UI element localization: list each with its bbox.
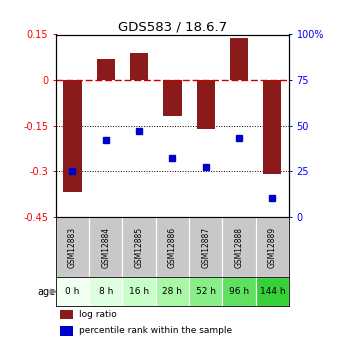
Bar — [163, 80, 182, 117]
Text: GSM12889: GSM12889 — [268, 226, 277, 268]
Bar — [222, 217, 256, 277]
Bar — [61, 326, 73, 336]
Bar — [156, 217, 189, 277]
Text: 16 h: 16 h — [129, 287, 149, 296]
Text: 8 h: 8 h — [99, 287, 113, 296]
Bar — [61, 310, 73, 319]
Bar — [256, 277, 289, 306]
Text: log ratio: log ratio — [79, 310, 117, 319]
Bar — [196, 80, 215, 129]
Bar — [122, 217, 156, 277]
Text: GSM12886: GSM12886 — [168, 226, 177, 268]
Bar — [230, 38, 248, 80]
Title: GDS583 / 18.6.7: GDS583 / 18.6.7 — [118, 20, 227, 33]
Bar — [89, 217, 122, 277]
Bar — [97, 59, 115, 80]
Text: 52 h: 52 h — [196, 287, 216, 296]
Text: 144 h: 144 h — [260, 287, 285, 296]
Bar — [63, 80, 81, 193]
Bar — [263, 80, 282, 174]
Bar — [189, 277, 222, 306]
Bar — [189, 217, 222, 277]
Text: GSM12884: GSM12884 — [101, 226, 110, 268]
Text: 28 h: 28 h — [162, 287, 183, 296]
Bar — [130, 53, 148, 80]
Bar — [56, 277, 89, 306]
Bar — [156, 277, 189, 306]
Text: GSM12885: GSM12885 — [135, 226, 144, 268]
Text: age: age — [38, 287, 56, 297]
Text: GSM12888: GSM12888 — [235, 227, 243, 267]
Text: percentile rank within the sample: percentile rank within the sample — [79, 326, 232, 335]
Text: GSM12887: GSM12887 — [201, 226, 210, 268]
Text: 96 h: 96 h — [229, 287, 249, 296]
Bar — [89, 277, 122, 306]
Text: GSM12883: GSM12883 — [68, 226, 77, 268]
Bar — [256, 217, 289, 277]
Bar — [222, 277, 256, 306]
Bar — [56, 217, 89, 277]
Text: 0 h: 0 h — [65, 287, 80, 296]
Bar — [122, 277, 156, 306]
